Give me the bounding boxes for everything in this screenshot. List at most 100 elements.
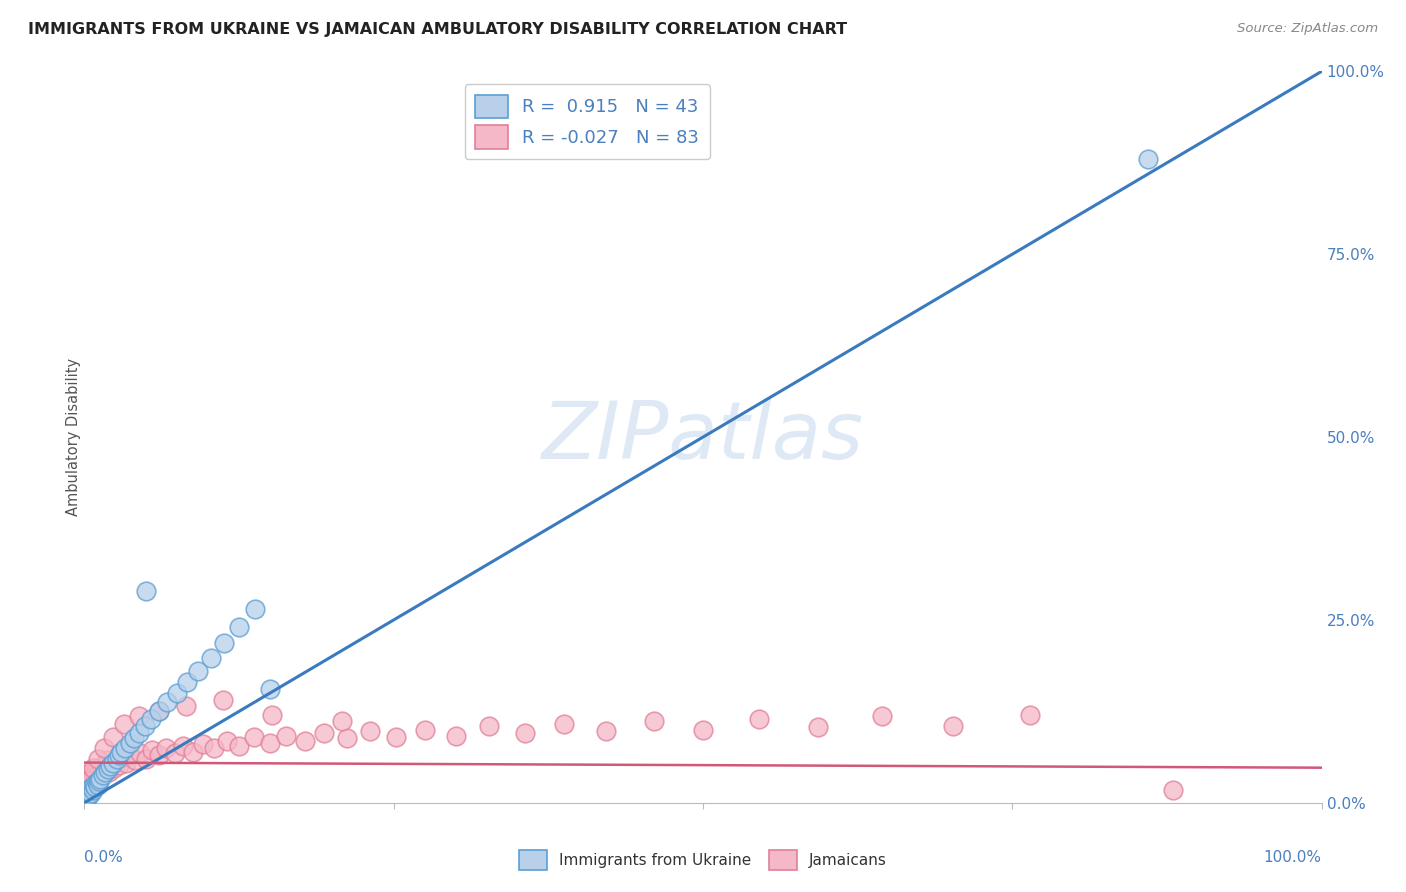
Point: [243, 602, 266, 616]
Point: [86, 775, 108, 789]
Point: [89, 765, 111, 780]
Point: [174, 699, 197, 714]
Point: [314, 726, 336, 740]
Point: [89, 772, 111, 787]
Point: [129, 746, 152, 760]
Text: Source: ZipAtlas.com: Source: ZipAtlas.com: [1237, 22, 1378, 36]
Point: [94, 765, 117, 780]
Point: [942, 719, 965, 733]
Point: [128, 709, 150, 723]
Point: [330, 714, 353, 728]
Point: [101, 756, 124, 770]
Point: [87, 752, 110, 766]
Text: 100.0%: 100.0%: [1264, 850, 1322, 865]
Point: [82, 777, 104, 792]
Point: [156, 695, 179, 709]
Point: [108, 757, 131, 772]
Point: [103, 761, 125, 775]
Point: [385, 730, 408, 744]
Point: [872, 709, 894, 723]
Point: [79, 780, 101, 794]
Point: [96, 753, 118, 767]
Point: [75, 789, 97, 804]
Point: [79, 773, 101, 788]
Point: [79, 782, 101, 797]
Point: [86, 761, 108, 775]
Point: [444, 729, 467, 743]
Point: [77, 782, 100, 797]
Point: [82, 782, 104, 797]
Point: [114, 740, 136, 755]
Text: ZIPatlas: ZIPatlas: [541, 398, 865, 476]
Point: [79, 768, 101, 782]
Point: [80, 780, 103, 794]
Point: [176, 675, 198, 690]
Point: [228, 620, 250, 634]
Point: [141, 743, 163, 757]
Point: [75, 781, 97, 796]
Point: [79, 781, 101, 796]
Point: [135, 583, 157, 598]
Point: [202, 740, 225, 755]
Point: [101, 730, 124, 744]
Point: [262, 708, 284, 723]
Point: [163, 746, 186, 760]
Y-axis label: Ambulatory Disability: Ambulatory Disability: [66, 358, 80, 516]
Point: [82, 768, 104, 782]
Point: [98, 759, 121, 773]
Point: [105, 752, 128, 766]
Point: [128, 726, 150, 740]
Point: [200, 651, 222, 665]
Point: [83, 772, 105, 787]
Point: [294, 733, 316, 747]
Point: [87, 777, 110, 792]
Text: 0.0%: 0.0%: [84, 850, 124, 865]
Point: [478, 719, 501, 733]
Point: [135, 752, 157, 766]
Point: [77, 785, 100, 799]
Point: [120, 736, 142, 750]
Point: [94, 763, 117, 777]
Point: [79, 786, 101, 800]
Point: [228, 739, 250, 753]
Point: [105, 752, 128, 766]
Point: [76, 777, 98, 792]
Point: [187, 664, 209, 678]
Point: [259, 682, 281, 697]
Point: [79, 770, 101, 784]
Point: [97, 762, 120, 776]
Point: [643, 714, 665, 728]
Point: [122, 731, 145, 746]
Point: [148, 705, 170, 719]
Point: [108, 748, 131, 763]
Point: [79, 789, 101, 803]
Point: [98, 765, 121, 780]
Point: [1018, 708, 1040, 723]
Point: [513, 726, 536, 740]
Point: [77, 772, 100, 787]
Point: [215, 733, 238, 747]
Point: [120, 748, 142, 763]
Point: [79, 775, 101, 789]
Point: [692, 723, 714, 737]
Point: [86, 772, 108, 786]
Point: [259, 736, 281, 750]
Point: [595, 724, 617, 739]
Point: [134, 719, 156, 733]
Point: [84, 780, 107, 794]
Point: [148, 705, 170, 719]
Point: [359, 724, 381, 739]
Point: [76, 787, 98, 801]
Legend: Immigrants from Ukraine, Jamaicans: Immigrants from Ukraine, Jamaicans: [513, 844, 893, 876]
Point: [83, 763, 105, 777]
Point: [87, 768, 110, 782]
Point: [243, 730, 266, 744]
Point: [100, 756, 122, 770]
Point: [84, 766, 107, 780]
Point: [141, 712, 163, 726]
Text: IMMIGRANTS FROM UKRAINE VS JAMAICAN AMBULATORY DISABILITY CORRELATION CHART: IMMIGRANTS FROM UKRAINE VS JAMAICAN AMBU…: [28, 22, 848, 37]
Point: [112, 716, 135, 731]
Point: [93, 740, 115, 755]
Point: [191, 737, 214, 751]
Point: [91, 768, 114, 782]
